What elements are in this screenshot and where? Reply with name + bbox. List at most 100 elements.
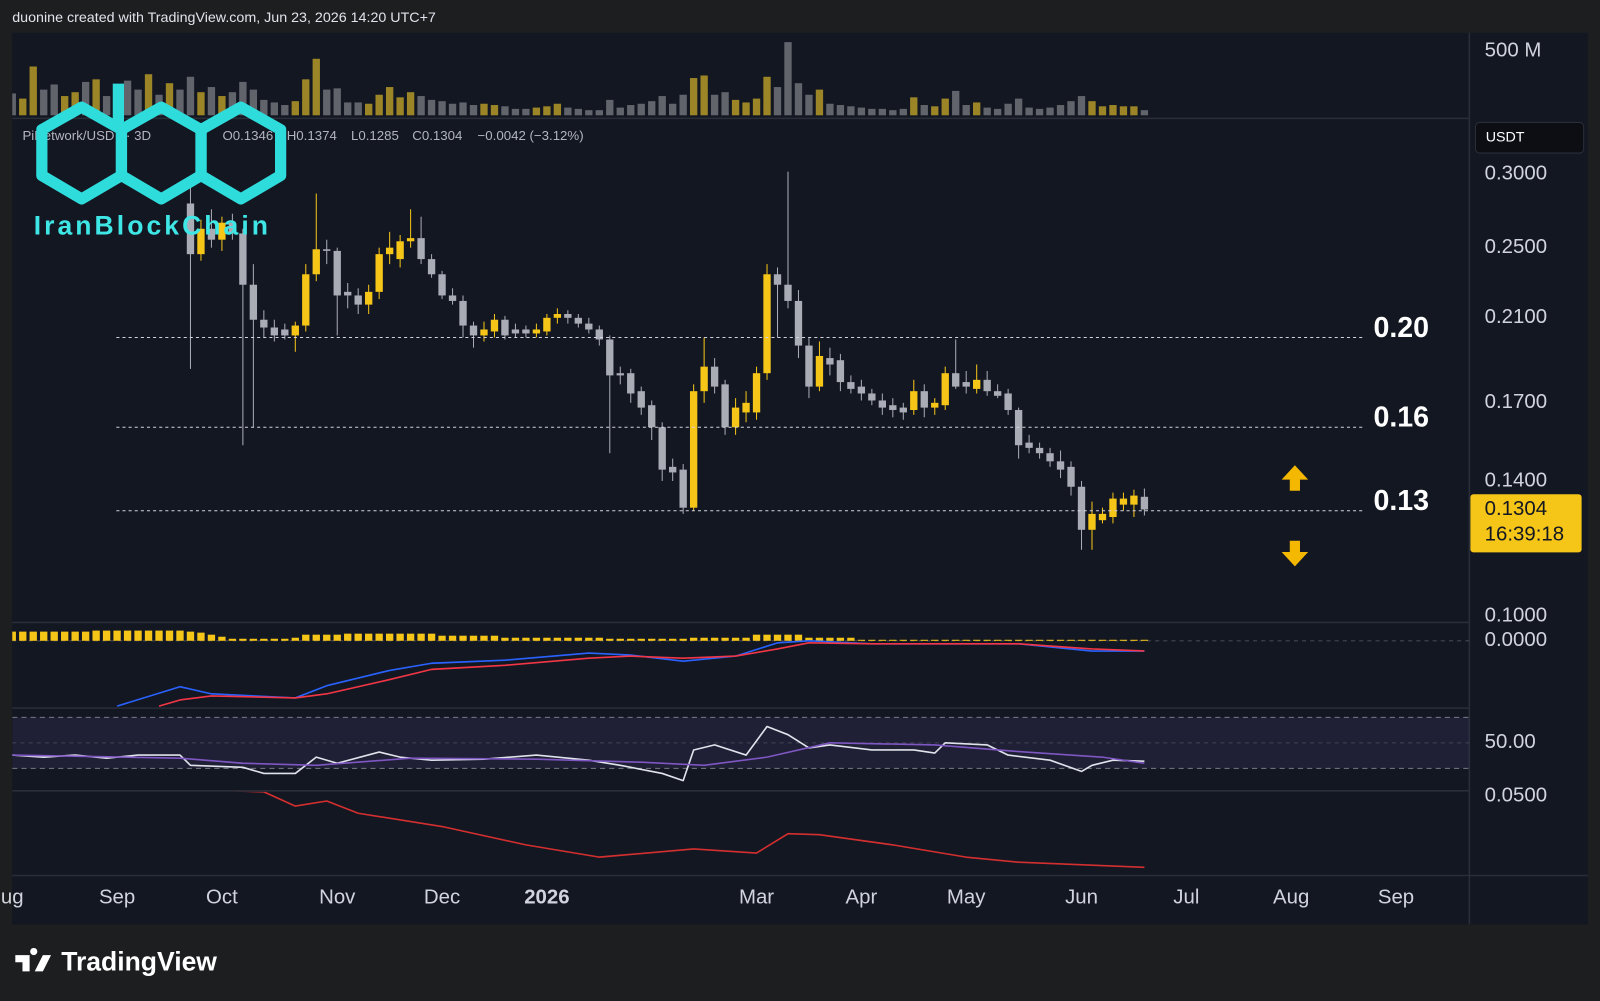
volume-bar — [920, 105, 928, 116]
volume-bar — [249, 89, 258, 116]
volume-bar — [448, 103, 457, 116]
price-panel — [116, 171, 1364, 550]
histogram-bar — [344, 633, 352, 641]
volume-bar — [585, 110, 593, 116]
logo-hexagon — [195, 101, 287, 205]
histogram-bar — [973, 639, 981, 641]
histogram-bar — [595, 637, 603, 641]
candle-body — [763, 274, 771, 374]
volume-bar — [218, 96, 226, 116]
volume-bar — [50, 84, 58, 116]
candle-body — [784, 284, 792, 301]
histogram-bar — [249, 638, 258, 641]
x-tick-label: Apr — [846, 886, 878, 908]
candle-body — [868, 393, 876, 401]
candle-body — [679, 469, 687, 508]
histogram-bar — [1109, 639, 1117, 641]
volume-bar — [459, 102, 467, 116]
x-tick-label: Dec — [424, 886, 460, 908]
candle-body — [260, 319, 268, 328]
volume-bar — [847, 106, 855, 116]
histogram-bar — [878, 639, 887, 641]
indicator-line — [12, 742, 1145, 767]
histogram-bar — [186, 631, 195, 641]
histogram-bar — [1088, 639, 1096, 641]
histogram-bar — [511, 637, 520, 641]
histogram-bar — [123, 630, 132, 641]
candle-body — [448, 295, 457, 301]
histogram-bar — [658, 638, 666, 641]
x-tick-label: Sep — [99, 886, 135, 908]
histogram-bar — [721, 637, 729, 641]
arrow-up — [1281, 465, 1309, 491]
currency-box[interactable] — [1474, 121, 1585, 154]
histogram-bar — [910, 639, 918, 641]
candle-body — [836, 360, 845, 383]
candle-body — [469, 325, 478, 336]
volume-bar — [616, 107, 624, 116]
volume-bar — [1004, 103, 1012, 116]
y-tick-label: 0.1000 — [1485, 605, 1547, 627]
histogram-bar — [532, 637, 541, 641]
candle-body — [438, 274, 446, 296]
candle-body — [459, 300, 467, 326]
histogram-bar — [742, 637, 750, 641]
volume-bar — [1014, 98, 1023, 116]
candle-body — [1119, 498, 1128, 505]
histogram-bar — [501, 637, 509, 641]
candle-body — [312, 249, 320, 275]
lower-panel — [238, 791, 1145, 869]
histogram-bar — [19, 631, 27, 641]
x-tick-label: Oct — [206, 886, 238, 908]
histogram-bar — [333, 634, 341, 641]
level-label: 0.20 — [1373, 312, 1429, 344]
last-price-label: 0.1304 — [1485, 498, 1547, 520]
candle-body — [993, 391, 1002, 396]
histogram-bar — [1046, 639, 1054, 641]
y-tick-label: 0.3000 — [1485, 163, 1547, 185]
histogram-bar — [291, 637, 299, 641]
histogram-bar — [396, 633, 404, 641]
volume-bar — [438, 101, 446, 116]
volume-bar — [1035, 108, 1044, 116]
candle-body — [899, 407, 907, 413]
volume-bar — [878, 108, 887, 116]
level-label: 0.13 — [1373, 485, 1429, 517]
candle-body — [270, 327, 279, 336]
volume-bar — [710, 94, 719, 116]
volume-bar — [931, 106, 939, 116]
histogram-bar — [962, 639, 970, 641]
volume-bar — [480, 103, 488, 116]
volume-bar — [700, 75, 708, 116]
volume-bar — [606, 99, 614, 116]
volume-bar — [490, 105, 499, 116]
volume-bar — [836, 105, 845, 116]
candle-body — [889, 405, 897, 411]
volume-bar — [417, 96, 425, 116]
volume-bar — [763, 76, 771, 116]
candle-body — [700, 366, 708, 392]
histogram-bar — [81, 631, 90, 641]
candle-body — [815, 355, 824, 387]
volume-bar — [773, 87, 782, 116]
histogram-bar — [1056, 639, 1065, 641]
candle-body — [1056, 461, 1065, 470]
histogram-bar — [406, 633, 415, 641]
histogram-bar — [669, 638, 677, 641]
candle-body — [532, 329, 541, 334]
histogram-bar — [155, 630, 163, 641]
candle-body — [826, 358, 834, 365]
x-tick-label: Nov — [319, 886, 356, 908]
candle-body — [689, 391, 698, 508]
candle-body — [1046, 453, 1054, 462]
x-tick-label: Sep — [1378, 886, 1414, 908]
volume-bar — [910, 97, 918, 116]
histogram-bar — [1119, 639, 1128, 641]
candle-body — [291, 325, 299, 336]
histogram-bar — [312, 634, 320, 641]
volume-bar — [1046, 107, 1054, 116]
histogram-bar — [438, 635, 446, 641]
candle-body — [302, 274, 310, 326]
axes: 500 M 0.3000 0.2500 0.2100 0.1700 0.1400 0.100… — [1, 39, 1582, 908]
